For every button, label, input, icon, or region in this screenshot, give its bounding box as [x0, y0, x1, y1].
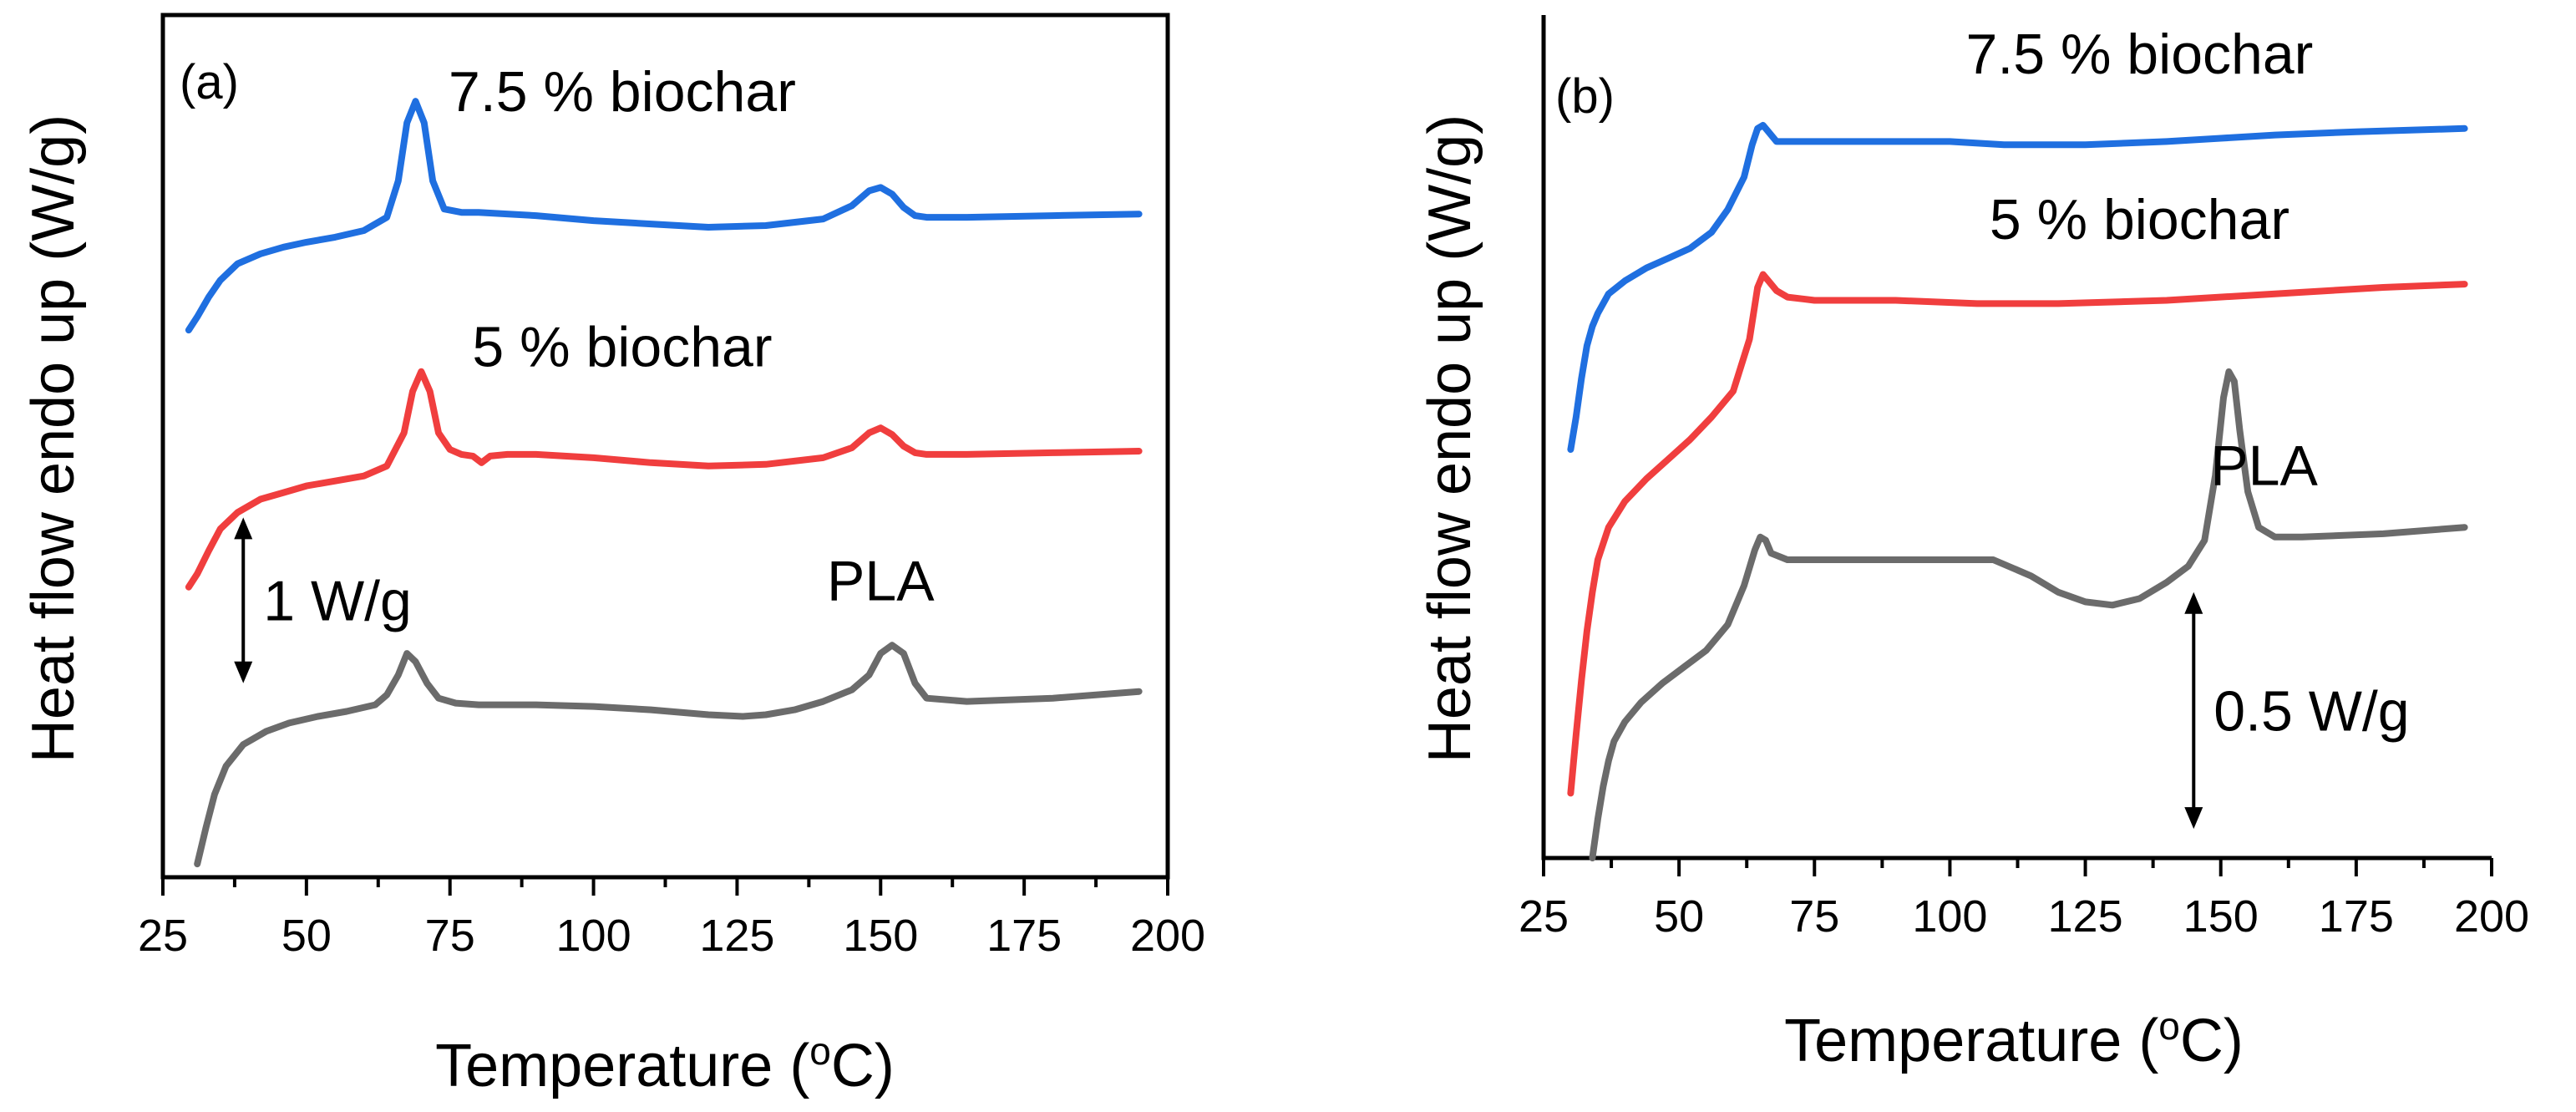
panel-b-series-pla — [1589, 368, 2468, 861]
panel-b-series-label-5-biochar: 5 % biochar — [1990, 188, 2289, 251]
panel-b-xtick-label: 150 — [2183, 891, 2259, 942]
panel-b-series-label-pla: PLA — [2210, 434, 2318, 498]
panel-b-series-5-biochar — [1567, 271, 2468, 797]
panel-a-xtick-label: 175 — [986, 911, 1062, 961]
panel-a-plot-frame — [160, 13, 1170, 880]
panel-a-xlabel: Temperature (oC) — [435, 1029, 895, 1099]
panel-a-xtick-label: 75 — [425, 911, 475, 961]
panel-b-scale-bar-label: 0.5 W/g — [2213, 679, 2409, 743]
panel-b-series-7-5-biochar — [1567, 121, 2468, 453]
panel-b-series-label-7-5-biochar: 7.5 % biochar — [1966, 23, 2314, 86]
panel-b: Heat flow endo up (W/g) Temperature (oC)… — [1417, 15, 2529, 1074]
panel-a-label: (a) — [180, 55, 239, 109]
panel-b-xtick-label: 200 — [2454, 891, 2529, 942]
panel-b-xtick-label: 100 — [1912, 891, 1987, 942]
panel-a-series-label-5-biochar: 5 % biochar — [472, 316, 772, 379]
panel-a-xtick-label: 100 — [556, 911, 631, 961]
panel-a-series-5-biochar — [185, 368, 1143, 591]
panel-b-xtick-label: 125 — [2048, 891, 2123, 942]
panel-b-xtick-label: 175 — [2319, 891, 2394, 942]
panel-a-scale-bar-label: 1 W/g — [263, 570, 412, 633]
panel-a-xtick-label: 150 — [843, 911, 918, 961]
panel-b-ylabel: Heat flow endo up (W/g) — [1417, 114, 1483, 763]
panel-a-series-7-5-biochar — [185, 98, 1143, 334]
panel-a-series-label-7-5-biochar: 7.5 % biochar — [449, 60, 796, 124]
panel-a-xtick-label: 25 — [138, 911, 188, 961]
panel-a-series-pla — [194, 642, 1143, 868]
panel-b-xtick-label: 25 — [1519, 891, 1569, 942]
panel-a-series-label-pla: PLA — [827, 550, 935, 613]
panel-a-xtick-label: 125 — [699, 911, 774, 961]
panel-b-label: (b) — [1555, 69, 1615, 124]
panel-a-xtick-label: 50 — [281, 911, 332, 961]
panel-a: Heat flow endo up (W/g) Temperature (oC)… — [20, 13, 1205, 1099]
panel-a-ylabel: Heat flow endo up (W/g) — [20, 114, 87, 763]
panel-a-xtick-label: 200 — [1130, 911, 1205, 961]
panel-b-xlabel: Temperature (oC) — [1784, 1004, 2244, 1074]
panel-b-xtick-label: 75 — [1789, 891, 1839, 942]
panel-b-xtick-label: 50 — [1654, 891, 1704, 942]
